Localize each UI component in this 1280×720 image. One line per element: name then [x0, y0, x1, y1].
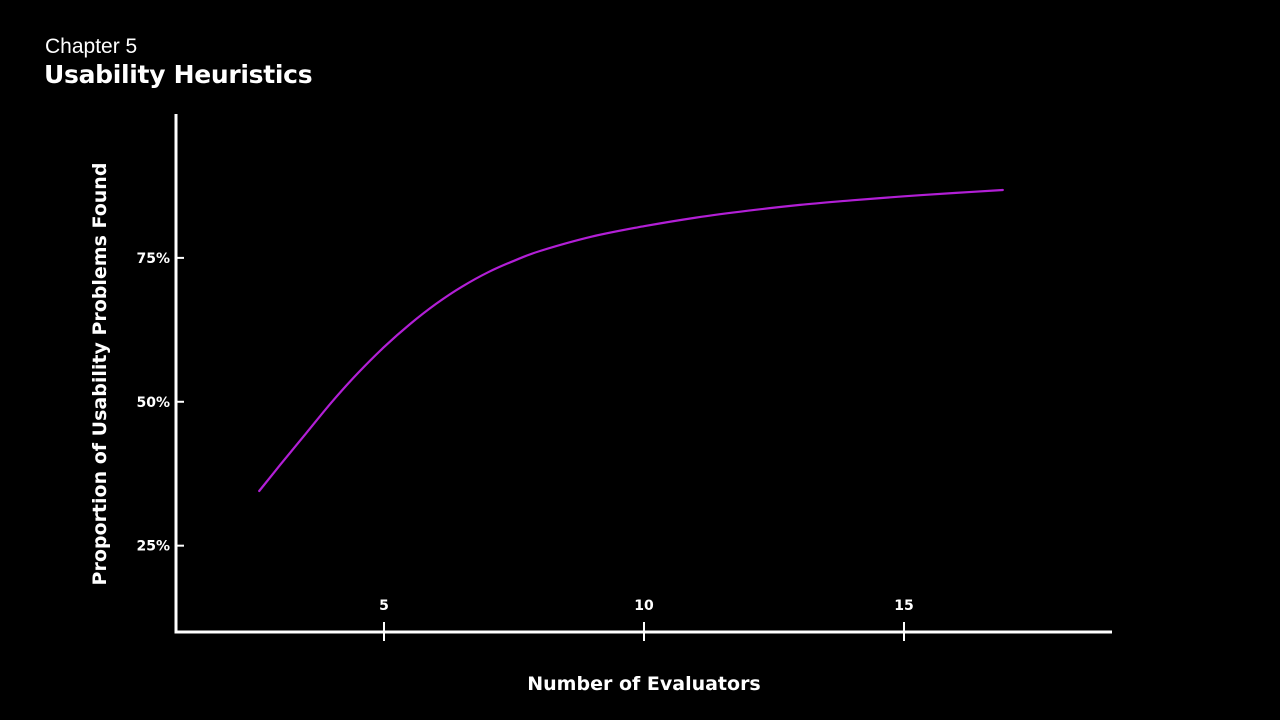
x-axis-title: Number of Evaluators — [527, 673, 761, 695]
x-axis-ticks: 5 10 15 — [379, 598, 914, 641]
x-tick-label: 15 — [894, 598, 913, 614]
y-axis-title: Proportion of Usability Problems Found — [89, 163, 111, 586]
y-tick-label: 50% — [136, 395, 170, 411]
x-tick-label: 5 — [379, 598, 389, 614]
y-axis-ticks: 25% 50% 75% — [136, 251, 184, 555]
series-group — [258, 188, 1004, 493]
y-tick-label: 25% — [136, 539, 170, 555]
page-title: Usability Heuristics — [44, 60, 313, 89]
chapter-label: Chapter 5 — [45, 35, 138, 58]
y-tick-label: 75% — [136, 251, 170, 267]
x-tick-label: 10 — [634, 598, 654, 614]
series-line — [258, 188, 1004, 493]
axis-lines — [174, 114, 1112, 634]
